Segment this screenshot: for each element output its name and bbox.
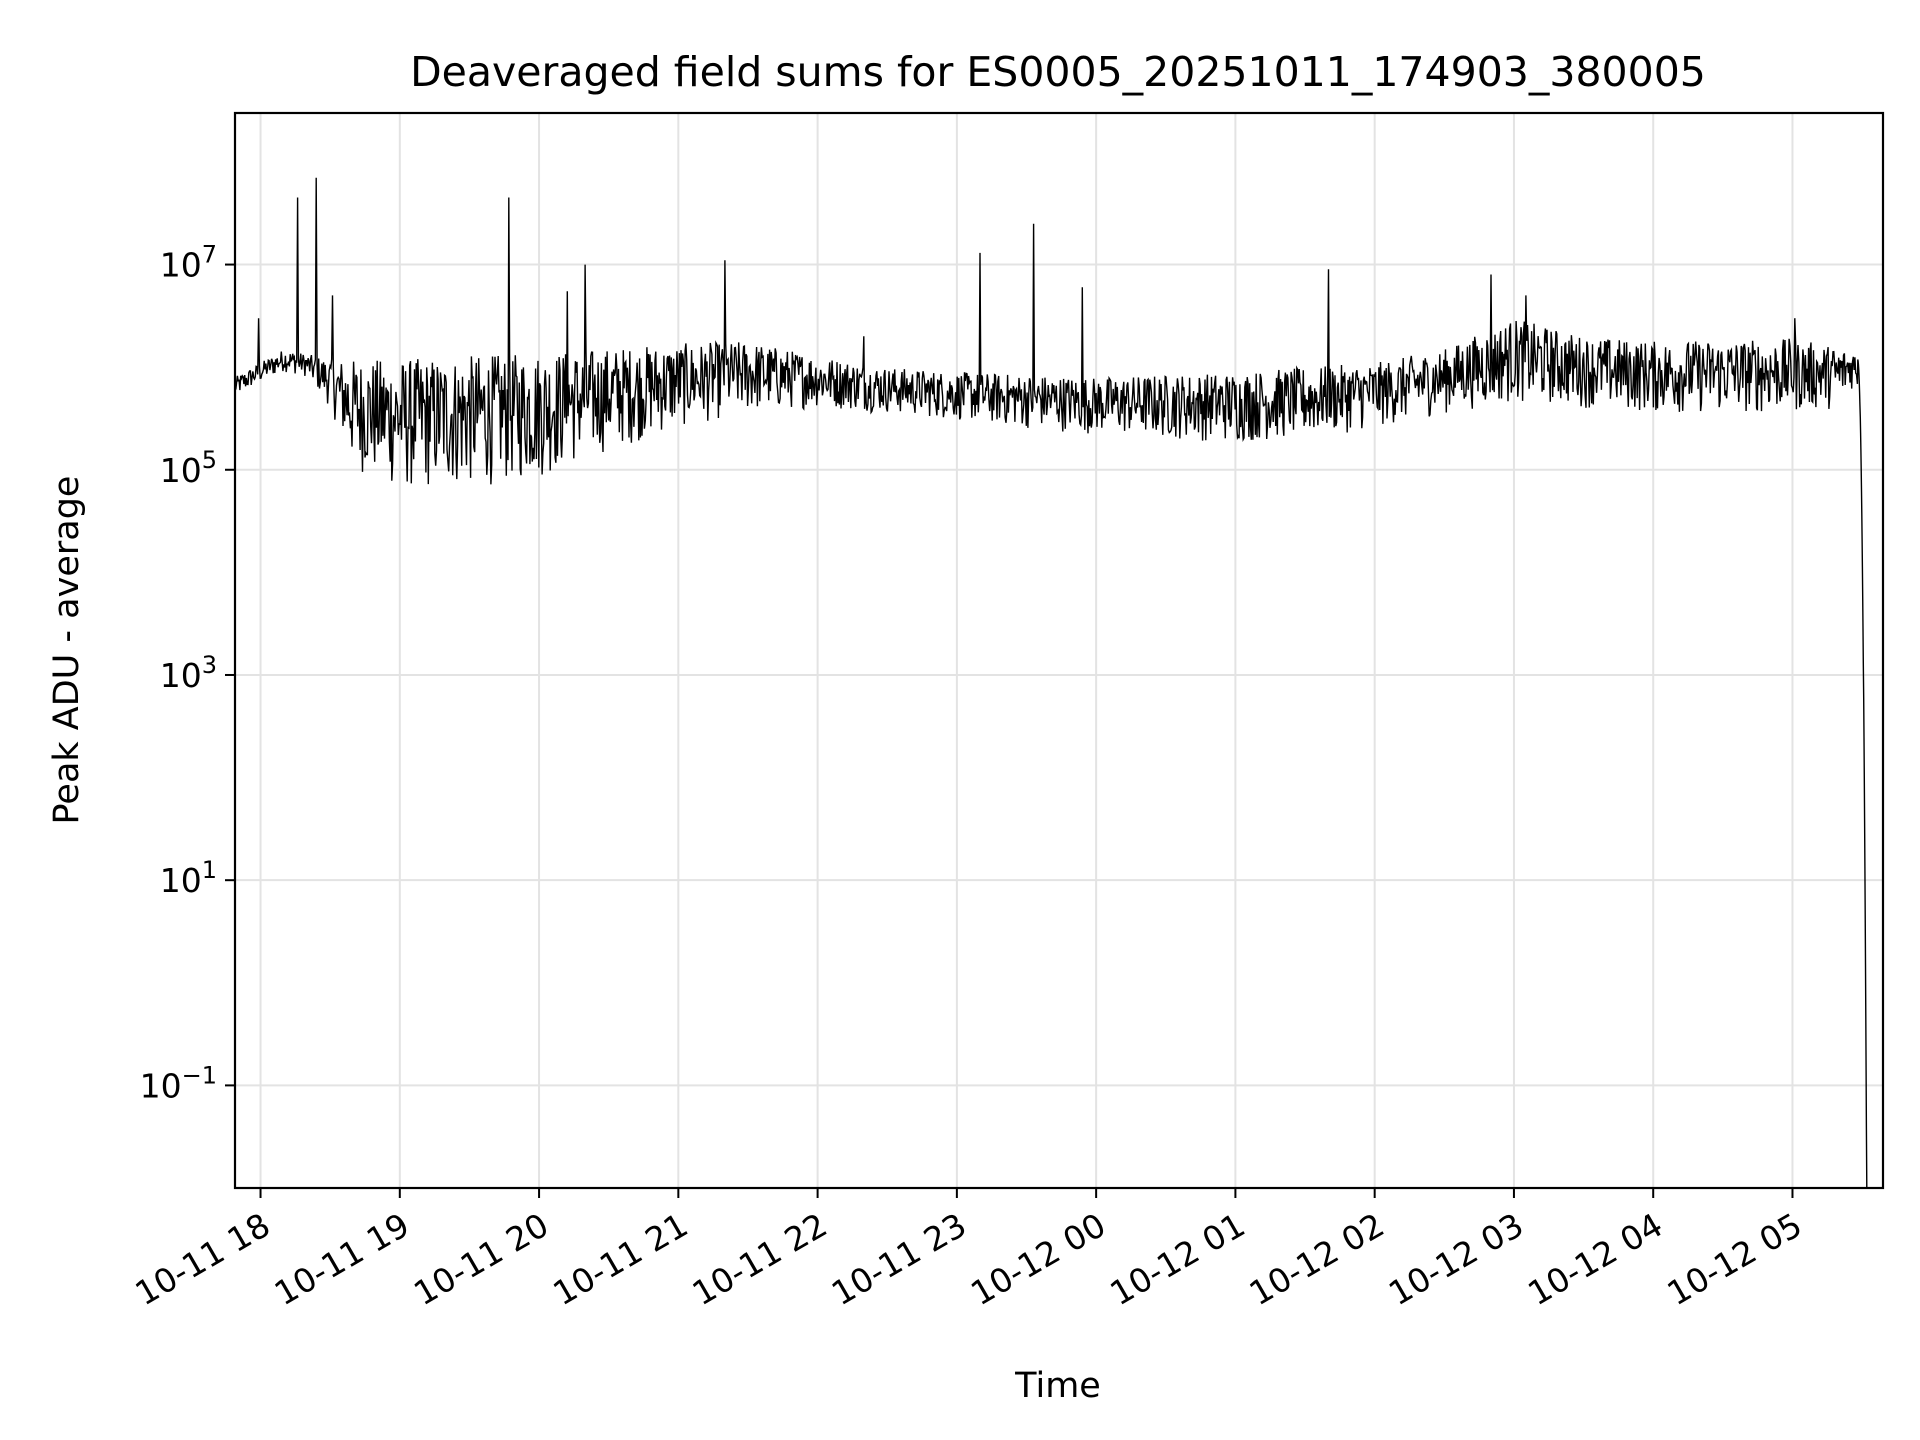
axes-frame [233, 111, 1885, 1190]
y-tick-label: 105 [160, 446, 217, 490]
y-axis-label: Peak ADU - average [47, 476, 87, 825]
y-tick-label: 10−1 [140, 1061, 217, 1105]
grid [235, 113, 1883, 1188]
x-axis-label: Time [1014, 1366, 1101, 1406]
y-tick-label: 101 [160, 856, 217, 900]
series-line [234, 177, 1868, 1189]
y-tick-label: 103 [160, 651, 217, 695]
plot-area [234, 177, 1868, 1189]
chart-title: Deaveraged field sums for ES0005_2025101… [410, 48, 1706, 96]
y-axis-ticks: 10−1 101 103 105 107 [140, 241, 235, 1105]
y-tick-label: 107 [160, 241, 217, 285]
